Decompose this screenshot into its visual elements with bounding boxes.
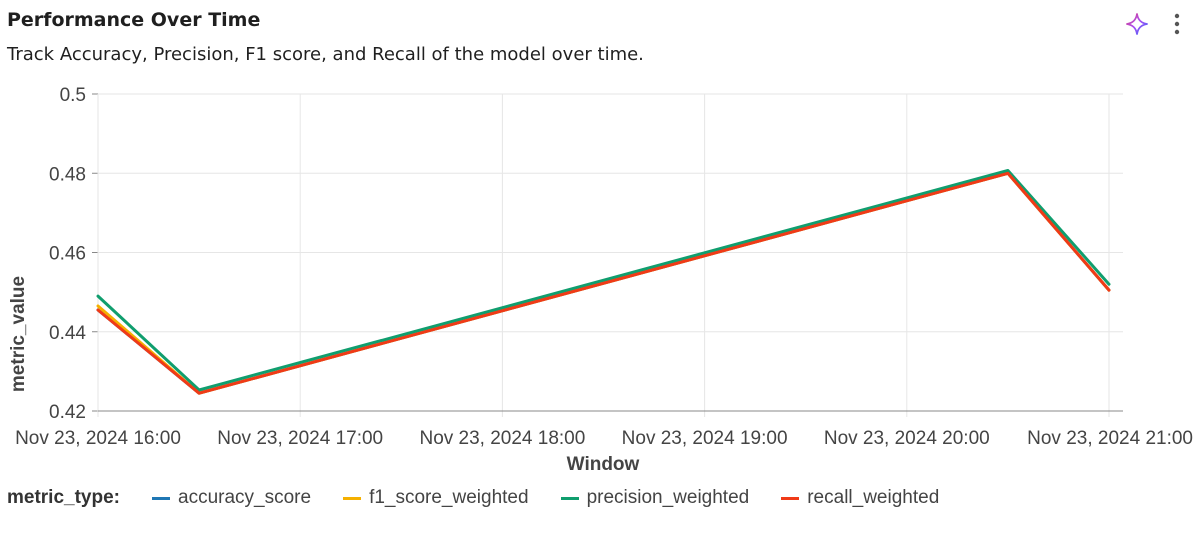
legend-swatch <box>152 496 170 500</box>
chart-title: Performance Over Time <box>7 9 261 31</box>
y-tick-label: 0.44 <box>49 323 86 344</box>
line-chart: 0.420.440.460.480.5 Nov 23, 2024 16:00 No… <box>8 85 1193 475</box>
legend-swatch <box>343 496 362 500</box>
chart-toolbar <box>1124 10 1190 38</box>
legend-label: precision_weighted <box>586 487 750 508</box>
y-tick-labels: 0.42 0.44 0.46 0.48 0.5 <box>49 85 86 423</box>
legend: metric_type: accuracy_score f1_score_weig… <box>7 485 971 511</box>
chart-subtitle: Track Accuracy, Precision, F1 score, and… <box>7 44 644 65</box>
legend-item-precision-weighted[interactable]: precision_weighted <box>560 487 750 509</box>
legend-label: accuracy_score <box>178 487 312 508</box>
series-line-recall-weighted <box>96 171 1111 395</box>
x-tick-label: Nov 23, 2024 19:00 <box>622 428 788 449</box>
y-tick-label: 0.48 <box>49 164 86 185</box>
legend-label: recall_weighted <box>807 487 940 508</box>
x-tick-label: Nov 23, 2024 16:00 <box>15 428 181 449</box>
y-tick-label: 0.42 <box>49 402 86 423</box>
legend-item-recall-weighted[interactable]: recall_weighted <box>781 487 939 509</box>
y-axis-label: metric_value <box>8 276 29 392</box>
x-tick-label: Nov 23, 2024 18:00 <box>419 428 585 449</box>
legend-label: f1_score_weighted <box>369 487 529 508</box>
x-tick-label: Nov 23, 2024 17:00 <box>217 428 383 449</box>
legend-item-accuracy-score[interactable]: accuracy_score <box>152 487 311 509</box>
series-lines <box>96 169 1111 395</box>
sparkle-icon[interactable] <box>1124 10 1150 38</box>
legend-item-f1-score-weighted[interactable]: f1_score_weighted <box>343 487 529 509</box>
grid <box>92 93 1123 417</box>
x-tick-label: Nov 23, 2024 20:00 <box>824 428 990 449</box>
legend-swatch <box>560 496 579 500</box>
series-line-precision-weighted <box>96 169 1111 392</box>
legend-title: metric_type: <box>7 487 120 508</box>
y-tick-label: 0.46 <box>49 244 86 265</box>
legend-swatch <box>781 496 800 500</box>
x-axis-label: Window <box>567 454 640 475</box>
kebab-menu-icon[interactable] <box>1164 10 1190 38</box>
x-tick-labels: Nov 23, 2024 16:00 Nov 23, 2024 17:00 Nov … <box>15 428 1193 449</box>
x-tick-label: Nov 23, 2024 21:00 <box>1027 428 1193 449</box>
y-tick-label: 0.5 <box>60 85 86 106</box>
